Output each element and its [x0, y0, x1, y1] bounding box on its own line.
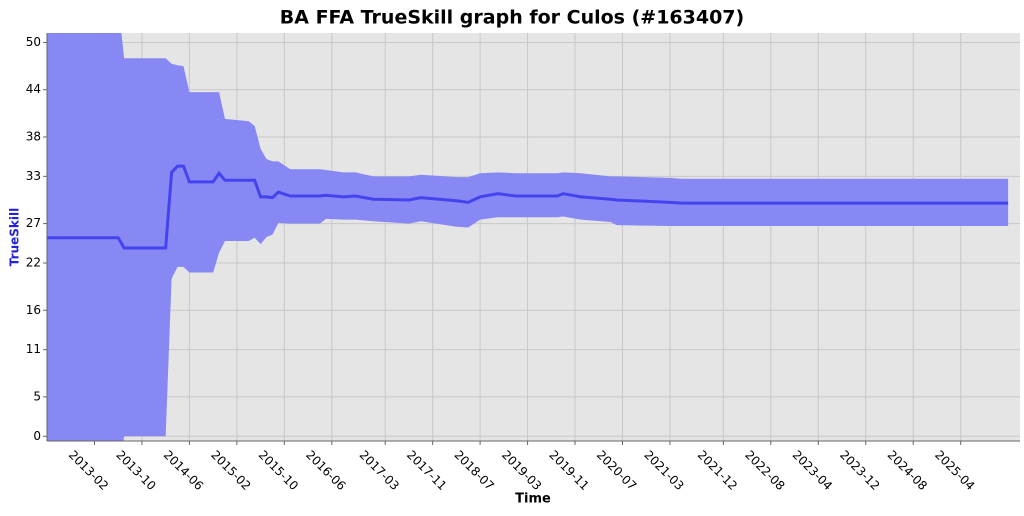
x-tick-label: 2013-10 — [113, 448, 158, 493]
x-tick-label: 2025-04 — [932, 448, 977, 493]
x-tick-label: 2024-08 — [885, 448, 930, 493]
y-tick-label: 33 — [26, 169, 41, 183]
y-axis-label: TrueSkill — [8, 208, 22, 266]
x-tick-label: 2014-06 — [161, 448, 206, 493]
x-tick-label: 2019-03 — [499, 448, 544, 493]
x-tick-label: 2017-11 — [404, 448, 449, 493]
y-tick-label: 50 — [26, 35, 41, 49]
y-tick-label: 16 — [26, 303, 41, 317]
chart-title: BA FFA TrueSkill graph for Culos (#16340… — [280, 7, 744, 29]
x-tick-label: 2018-07 — [452, 448, 497, 493]
y-tick-label: 0 — [33, 429, 41, 443]
x-tick-label: 2022-08 — [742, 448, 787, 493]
x-tick-label: 2015-10 — [256, 448, 301, 493]
x-tick-label: 2021-03 — [641, 448, 686, 493]
x-tick-label: 2017-03 — [357, 448, 402, 493]
y-tick-label: 5 — [33, 389, 41, 403]
y-tick-label: 44 — [26, 82, 41, 96]
x-tick-label: 2023-12 — [837, 448, 882, 493]
uncertainty-band — [47, 33, 1009, 441]
y-tick-label: 38 — [26, 129, 41, 143]
x-tick-label: 2021-12 — [695, 448, 740, 493]
y-tick-label: 22 — [26, 255, 41, 269]
y-tick-label: 27 — [26, 216, 41, 230]
x-tick-label: 2013-02 — [66, 448, 111, 493]
x-tick-label: 2016-06 — [303, 448, 348, 493]
x-tick-label: 2023-04 — [790, 448, 835, 493]
plot — [47, 33, 1009, 441]
x-tick-label: 2015-02 — [208, 448, 253, 493]
trueskill-line — [47, 164, 1009, 250]
x-tick-label: 2020-07 — [594, 448, 639, 493]
x-tick-label: 2019-11 — [546, 448, 591, 493]
x-axis-label: Time — [515, 492, 551, 507]
y-tick-label: 11 — [26, 342, 41, 356]
